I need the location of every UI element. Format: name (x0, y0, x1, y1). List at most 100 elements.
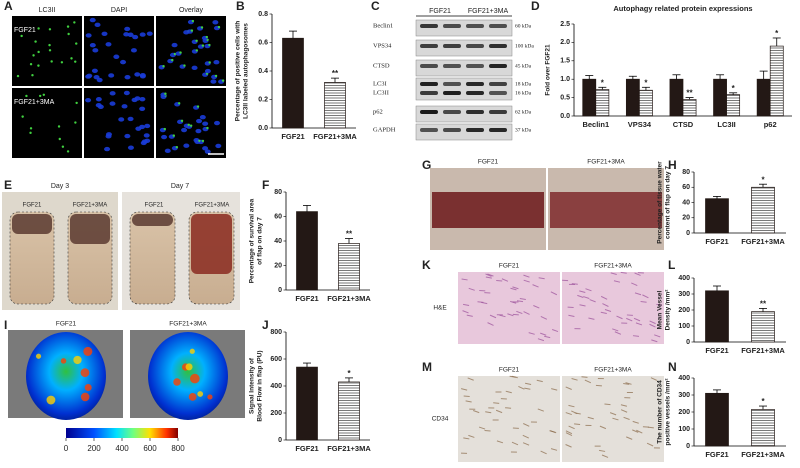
autophagosome (67, 32, 70, 36)
group-label: FGF21+3MA (73, 203, 108, 209)
nucleus (92, 48, 99, 53)
tissue-fiber (523, 274, 530, 278)
tissue-fiber (493, 402, 500, 404)
tissue-fiber (613, 280, 621, 283)
autophagosome (37, 64, 40, 67)
tissue-fiber (510, 300, 517, 304)
tissue-fiber (636, 429, 643, 434)
panel-letter: C (371, 0, 380, 13)
autophagosome (75, 101, 78, 105)
nucleus (105, 42, 112, 47)
panel-letter: H (668, 158, 677, 172)
tissue-fiber (499, 314, 506, 318)
blot-band (420, 110, 438, 114)
blot-band (466, 82, 484, 86)
blot-band (420, 24, 438, 28)
protein-label: GAPDH (373, 126, 396, 133)
bar (756, 78, 771, 117)
tissue-fiber (631, 282, 638, 287)
autophagosome (38, 94, 42, 98)
tissue-fiber (565, 432, 573, 437)
significance: * (761, 175, 765, 184)
bar (682, 99, 697, 117)
y-tick-label: 200 (678, 409, 690, 416)
hot-spot (207, 394, 213, 400)
nucleus (85, 33, 92, 38)
autophagosome (172, 134, 175, 137)
tissue-fiber (585, 288, 592, 292)
y-tick-label: 2.0 (560, 39, 570, 46)
autophagosome (180, 119, 184, 123)
y-tick-label: 0.0 (258, 125, 268, 132)
tissue-fiber (656, 303, 663, 306)
panel-letter: G (422, 158, 431, 172)
blot-band (443, 44, 461, 48)
autophagosome (75, 42, 78, 45)
y-tick-label: 300 (678, 392, 690, 399)
size-label: 100 kDa (515, 43, 534, 49)
size-label: 16 kDa (515, 90, 532, 96)
autophagosome (32, 54, 35, 57)
tissue-fiber (538, 277, 545, 280)
group-label: FGF21+3MA (169, 321, 207, 328)
colorbar-label: 800 (171, 444, 185, 453)
tissue-fiber (532, 284, 539, 288)
autophagosome (29, 131, 32, 135)
nucleus (139, 106, 146, 111)
blot-frame (415, 123, 513, 141)
tissue-fiber (632, 429, 639, 433)
micrograph (12, 88, 82, 158)
autophagosome (29, 127, 33, 130)
lane-label: FGF21 (429, 8, 451, 15)
blot-frame (415, 77, 513, 101)
bar (751, 409, 775, 447)
autophagosome (162, 65, 165, 68)
tissue-fiber (533, 305, 540, 309)
bar (705, 392, 729, 447)
autophagosome (195, 49, 199, 52)
tissue-fiber (642, 294, 649, 299)
nucleus (105, 134, 112, 139)
nucleus (135, 126, 142, 131)
autophagosome (29, 63, 33, 66)
bar (582, 78, 597, 117)
histology-image (458, 376, 560, 462)
y-tick-label: 0 (278, 287, 282, 294)
tissue-fiber (524, 387, 531, 390)
blot-band (443, 82, 461, 86)
autophagosome (25, 94, 28, 98)
nucleus (204, 68, 211, 74)
tissue-fiber (536, 379, 543, 383)
necrosis (12, 214, 52, 234)
autophagosome (171, 58, 174, 62)
blot-band (466, 64, 484, 68)
tissue-fiber (485, 276, 492, 279)
y-axis-label: Percentage of tissue water (657, 161, 664, 244)
lane-label: FGF21+3MA (468, 8, 509, 15)
bar (751, 186, 775, 234)
blot-band (466, 110, 484, 114)
tissue-fiber (549, 430, 557, 434)
tissue-fiber (571, 283, 578, 285)
tissue-fiber (540, 332, 547, 336)
y-axis-label: Density /mm² (665, 289, 672, 331)
y-tick-label: 0.4 (258, 68, 268, 75)
autophagosome (42, 93, 46, 96)
significance: ** (686, 89, 693, 98)
blot-band (420, 128, 438, 132)
tissue-fiber (654, 334, 661, 338)
bar (669, 78, 684, 117)
colorbar-label: 200 (87, 444, 101, 453)
tissue-fiber (467, 377, 474, 381)
autophagosome (205, 35, 209, 39)
tissue-fiber (551, 388, 558, 391)
autophagosome (50, 60, 53, 63)
tissue-fiber (540, 315, 548, 320)
y-axis-label: of flap on day 7 (257, 217, 264, 265)
y-tick-label: 2.5 (560, 21, 570, 28)
autophagosome (48, 43, 51, 47)
x-tick-label: FGF21 (295, 444, 318, 453)
y-tick-label: 400 (678, 375, 690, 382)
flap (129, 211, 176, 305)
